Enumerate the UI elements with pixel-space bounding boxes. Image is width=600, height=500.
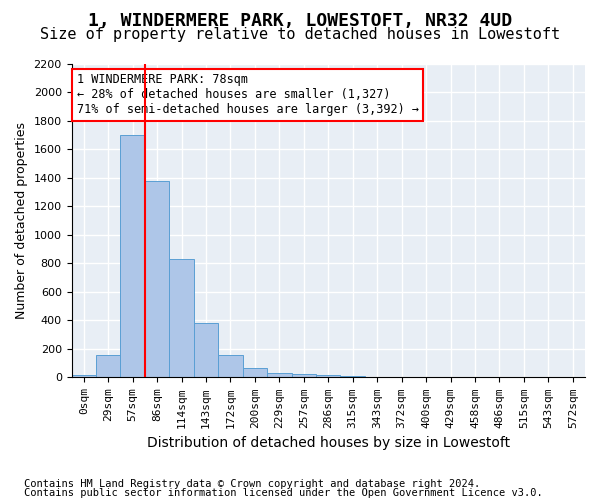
Y-axis label: Number of detached properties: Number of detached properties — [15, 122, 28, 319]
Text: 1, WINDERMERE PARK, LOWESTOFT, NR32 4UD: 1, WINDERMERE PARK, LOWESTOFT, NR32 4UD — [88, 12, 512, 30]
Bar — [267, 373, 292, 378]
Bar — [96, 356, 121, 378]
Bar — [365, 376, 389, 378]
Bar — [169, 259, 194, 378]
Bar — [145, 181, 169, 378]
Text: Size of property relative to detached houses in Lowestoft: Size of property relative to detached ho… — [40, 28, 560, 42]
Text: Contains HM Land Registry data © Crown copyright and database right 2024.: Contains HM Land Registry data © Crown c… — [24, 479, 480, 489]
Bar — [389, 376, 414, 378]
Bar — [71, 374, 96, 378]
X-axis label: Distribution of detached houses by size in Lowestoft: Distribution of detached houses by size … — [147, 436, 510, 450]
Text: 1 WINDERMERE PARK: 78sqm
← 28% of detached houses are smaller (1,327)
71% of sem: 1 WINDERMERE PARK: 78sqm ← 28% of detach… — [77, 74, 419, 116]
Bar — [340, 376, 365, 378]
Bar — [121, 135, 145, 378]
Bar — [316, 374, 340, 378]
Bar — [218, 354, 242, 378]
Bar — [194, 324, 218, 378]
Bar — [292, 374, 316, 378]
Bar — [242, 368, 267, 378]
Text: Contains public sector information licensed under the Open Government Licence v3: Contains public sector information licen… — [24, 488, 543, 498]
